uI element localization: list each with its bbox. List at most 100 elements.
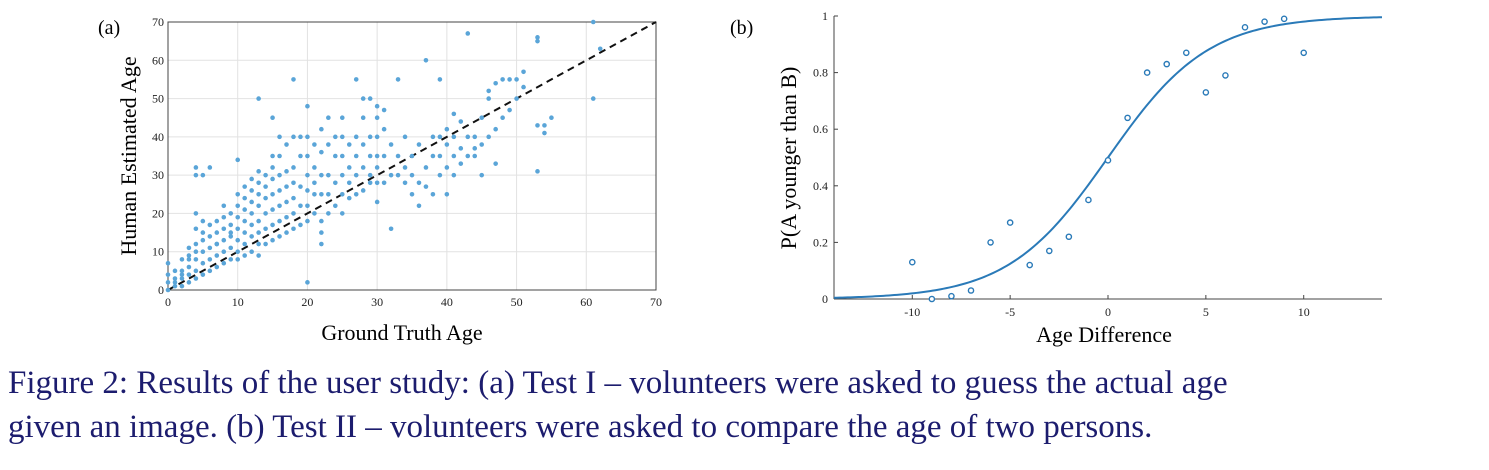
scatter-point-a [242,230,247,235]
data-point-b [987,239,994,246]
scatter-point-a [388,226,394,232]
scatter-point-a [256,253,261,258]
scatter-point-a [221,226,227,232]
scatter-point-a [249,199,254,205]
scatter-point-a [402,180,408,186]
scatter-point-a [430,134,436,140]
scatter-point-a [535,123,540,128]
scatter-point-a [207,234,213,239]
x-tick-label-a: 70 [650,295,662,309]
scatter-point-a [270,153,275,159]
scatter-point-a [214,253,220,258]
scatter-point-a [500,77,505,82]
scatter-point-a [256,218,261,224]
scatter-point-a [465,134,471,140]
scatter-point-a [444,126,450,132]
panel-label-a: (a) [98,17,120,39]
scatter-point-a [319,126,324,132]
scatter-point-a [339,153,345,159]
scatter-point-a [270,165,275,170]
scatter-point-a [186,245,192,251]
scatter-point-a [451,134,457,140]
scatter-point-a [319,241,324,247]
scatter-point-a [291,180,296,186]
scatter-point-a [305,203,310,209]
scatter-point-a [416,180,422,186]
caption-line-1: Figure 2: Results of the user study: (a)… [8,365,1228,401]
scatter-point-a [291,211,296,216]
caption-line-2: given an image. (b) Test II – volunteers… [8,409,1153,445]
scatter-point-a [409,191,415,197]
scatter-point-a [374,165,380,170]
x-tick-label-a: 40 [441,295,453,309]
y-tick-label-a: 10 [152,245,164,259]
scatter-point-a [263,211,268,216]
scatter-point-a [423,184,429,189]
scatter-point-a [423,165,429,170]
scatter-point-a [360,142,366,147]
scatter-point-a [172,280,178,285]
scatter-point-a [179,272,185,277]
data-point-b [1104,157,1112,164]
scatter-point-a [339,211,345,216]
scatter-point-a [486,134,491,140]
scatter-point-a [472,146,478,151]
data-point-b [1065,233,1073,241]
data-point-b [1280,15,1288,23]
scatter-point-a [353,134,359,140]
scatter-point-a [451,111,457,117]
scatter-point-a [326,211,331,216]
scatter-point-a [507,77,512,82]
data-point-b [1163,60,1171,68]
scatter-point-a [298,134,303,140]
scatter-point-a [430,153,436,159]
scatter-point-a [207,165,213,170]
scatter-point-a [409,153,415,159]
scatter-point-a [374,103,380,109]
scatter-point-a [312,142,317,147]
scatter-point-a [228,234,234,239]
scatter-point-a [333,153,338,159]
x-tick-label-b: -5 [1005,305,1015,319]
scatter-point-a [493,80,498,86]
scatter-point-a [381,180,387,186]
x-tick-label-a: 50 [511,295,523,309]
scatter-point-a [165,260,171,266]
scatter-point-a [535,38,540,44]
scatter-point-a [305,280,310,285]
scatter-point-a [458,146,464,151]
scatter-point-a [326,191,331,197]
x-tick-label-b: 0 [1105,305,1111,319]
scatter-point-a [277,172,282,178]
scatter-point-a [207,268,213,274]
scatter-point-a [486,96,491,101]
scatter-point-a [256,191,261,197]
scatter-point-a [353,191,359,197]
scatter-point-a [277,203,282,209]
scatter-point-a [235,257,241,262]
scatter-point-a [514,96,519,101]
y-axis-label-a: Human Estimated Age [116,56,141,255]
scatter-point-a [500,115,505,121]
scatter-point-a [472,153,478,159]
scatter-point-a [214,264,220,270]
scatter-point-a [416,142,422,147]
scatter-point-a [465,31,471,36]
scatter-point-a [367,134,373,140]
scatter-point-a [486,88,491,94]
scatter-point-a [256,241,261,247]
scatter-point-a [214,241,220,247]
scatter-point-a [367,172,373,178]
scatter-point-a [228,222,234,228]
scatter-point-a [249,211,254,216]
scatter-point-a [367,180,373,186]
scatter-point-a [381,107,387,113]
data-point-b [1261,18,1268,25]
scatter-point-a [437,77,443,82]
scatter-point-a [374,153,380,159]
scatter-point-a [270,222,275,228]
scatter-point-a [493,126,498,132]
scatter-point-a [305,188,310,193]
y-axis-label-b: P(A younger than B) [776,67,801,250]
scatter-point-a [172,276,178,281]
